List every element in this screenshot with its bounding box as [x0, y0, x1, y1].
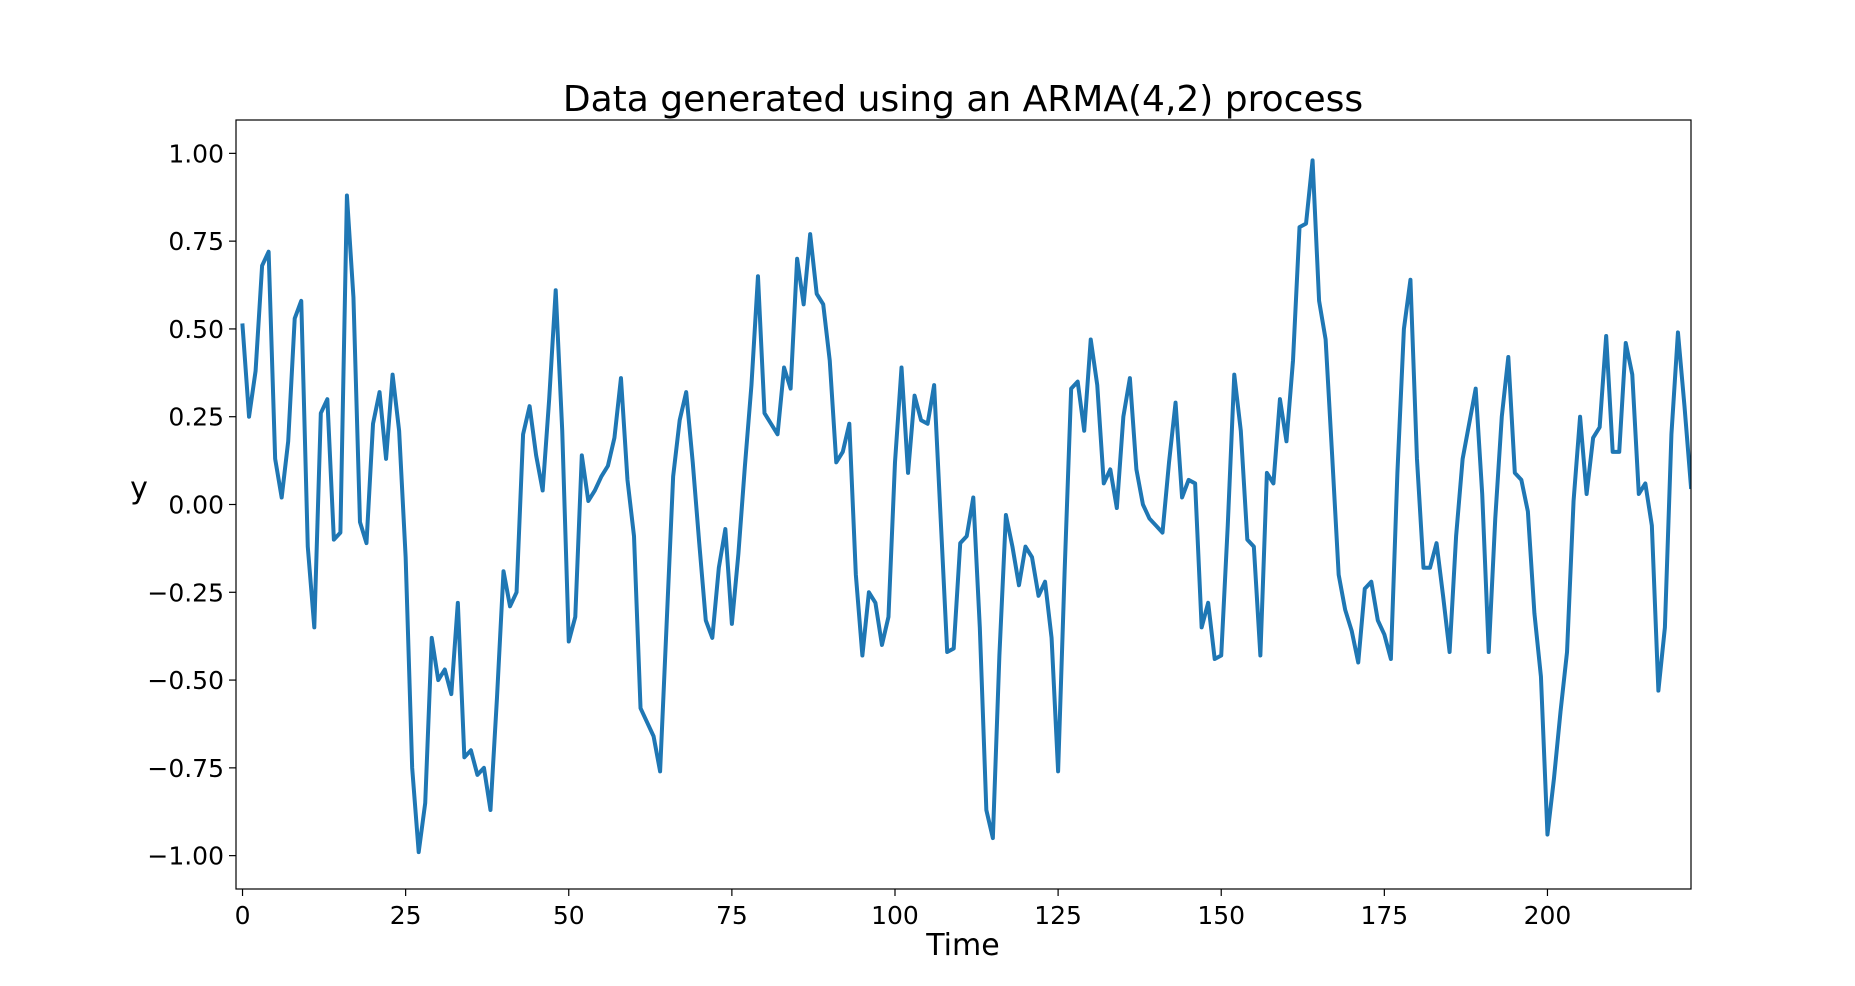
y-tick-label: 0.75: [168, 227, 224, 256]
x-tick-label: 125: [1034, 901, 1082, 930]
x-axis-label: Time: [925, 928, 999, 963]
x-tick-label: 75: [716, 901, 748, 930]
y-tick-label: −0.50: [147, 666, 224, 695]
y-tick-label: −0.25: [147, 578, 224, 607]
y-axis-label: y: [130, 471, 148, 506]
y-tick-label: −0.75: [147, 754, 224, 783]
y-tick-label: 0.50: [168, 315, 224, 344]
x-tick-label: 25: [390, 901, 422, 930]
y-axis-ticks: 1.00 0.75 0.50 0.25 0.00 −0.25 −0.50 −0.75 −1.00: [147, 139, 236, 871]
plot-frame: [235, 119, 1692, 890]
x-tick-label: 200: [1524, 901, 1572, 930]
y-tick-label: 0.00: [168, 491, 224, 520]
y-tick-label: −1.00: [147, 842, 224, 871]
y-tick-label: 1.00: [168, 139, 224, 168]
x-tick-label: 100: [871, 901, 919, 930]
x-tick-label: 175: [1360, 901, 1408, 930]
series-line: [240, 158, 1691, 855]
y-tick-label: 0.25: [168, 403, 224, 432]
x-tick-label: 150: [1197, 901, 1245, 930]
x-tick-label: 50: [553, 901, 585, 930]
x-axis-ticks: 0 25 50 75 100 125 150 175 200: [235, 889, 1572, 930]
x-tick-label: 0: [235, 901, 251, 930]
series-layer: [240, 158, 1691, 855]
chart-title: Data generated using an ARMA(4,2) proces…: [563, 79, 1363, 120]
